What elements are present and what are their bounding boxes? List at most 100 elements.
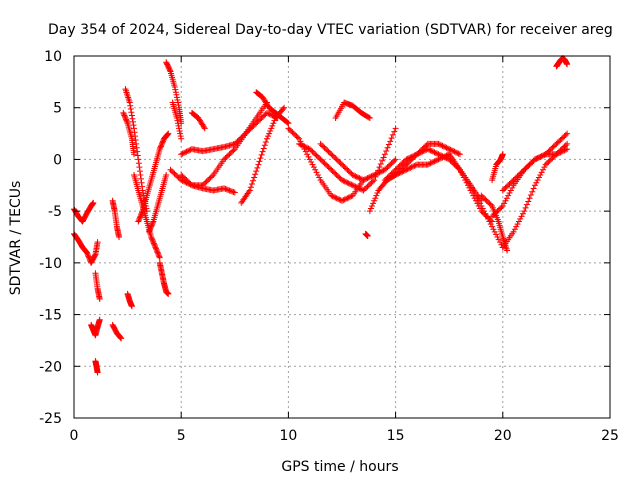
data-point [556,149,563,156]
data-point [150,240,157,247]
data-point [96,316,103,323]
data-point [544,160,551,167]
data-point [485,214,492,221]
series-arc-s [178,171,238,196]
data-point [371,171,378,178]
data-point [252,171,259,178]
data-point [156,253,163,260]
data-point [134,152,141,159]
data-point [328,192,335,199]
data-point [529,159,536,166]
data-point [455,150,462,157]
series-arc-z [332,99,373,122]
data-point [463,179,470,186]
data-point [373,170,380,177]
data-point [340,197,347,204]
data-point [347,180,354,187]
data-point [266,111,273,118]
data-point [443,144,450,151]
data-point [534,155,541,162]
data-point [341,164,348,171]
data-point [154,248,161,255]
data-point [126,99,133,106]
data-point [317,156,324,163]
data-point [117,334,124,341]
data-point [251,174,258,181]
data-point [265,133,272,140]
data-point [225,152,232,159]
data-point [271,117,278,124]
data-point [460,174,467,181]
data-point [209,173,216,180]
data-point [531,182,538,189]
data-point [420,148,427,155]
data-point [180,149,187,156]
data-point [533,155,540,162]
data-point [497,205,504,212]
data-point [129,115,136,122]
data-point [262,138,269,145]
data-point [493,209,500,216]
data-point [494,208,501,215]
data-point [493,231,500,238]
data-point [172,86,179,93]
data-point [180,174,187,181]
x-tick-label: 25 [601,428,619,444]
data-point [136,215,143,222]
data-point [364,232,371,239]
data-point [369,178,376,185]
data-point [495,236,502,243]
series-arc-o [163,59,185,127]
data-point [525,162,532,169]
data-point [522,204,529,211]
data-point [143,205,150,212]
data-point [424,161,431,168]
data-point [344,166,351,173]
data-point [410,163,417,170]
data-point [432,157,439,164]
data-point [172,89,179,96]
data-point [548,146,555,153]
data-point [243,129,250,136]
data-point [154,249,161,256]
data-point [341,178,348,185]
data-point [560,148,567,155]
data-point [179,173,186,180]
data-point [367,205,374,212]
data-point [452,149,459,156]
data-point [375,170,382,177]
data-point [414,151,421,158]
data-point [261,142,268,149]
data-point [404,155,411,162]
data-point [427,147,434,154]
series-arc-c [88,316,103,339]
data-point [177,133,184,140]
data-point [175,122,182,129]
data-point [456,166,463,173]
data-point [393,165,400,172]
data-point [290,130,297,137]
data-point [356,185,363,192]
y-tick-labels: -25 -20 -15 -10 -5 0 5 10 [39,49,62,427]
data-point [487,201,494,208]
data-point [361,176,368,183]
data-point [353,184,360,191]
data-point [540,166,546,173]
data-point [487,217,494,224]
data-point [309,148,316,155]
data-point [561,147,568,154]
data-point [395,164,402,171]
data-point [174,117,181,124]
data-point [222,155,229,162]
data-point [221,185,228,192]
data-point [504,247,511,254]
data-point [432,149,439,156]
data-point [324,162,331,169]
data-point [408,164,415,171]
data-point [407,154,414,161]
data-point [506,190,513,197]
data-point [281,104,288,111]
data-point [158,142,165,149]
data-point [269,112,276,119]
